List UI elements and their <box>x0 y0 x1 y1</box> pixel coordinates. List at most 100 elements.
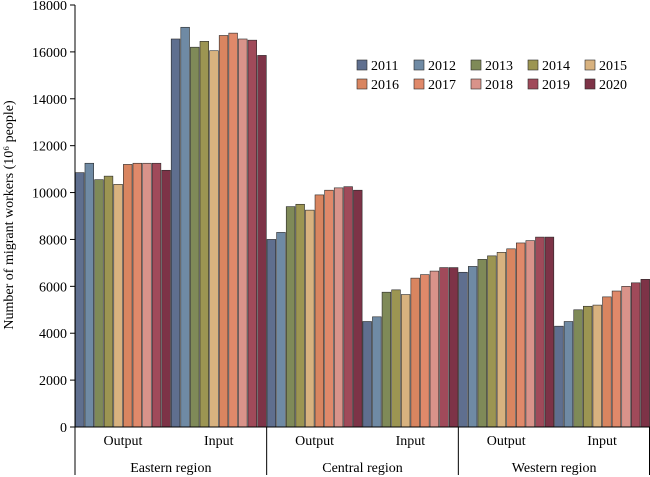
bar-2015-output <box>496 252 507 428</box>
bar-2020-input <box>257 55 267 428</box>
group-label: Western region <box>512 461 597 476</box>
bar-2011-input <box>554 325 564 428</box>
bar-2011-output <box>75 172 85 428</box>
bar-2015-output <box>305 209 315 428</box>
bar-2014-output <box>295 203 305 428</box>
bar-2020-output <box>161 169 171 428</box>
bar-2012-input <box>563 321 574 428</box>
legend-label: 2020 <box>599 78 627 93</box>
bar-2017-input <box>420 274 430 428</box>
y-tick-label: 6000 <box>39 280 67 295</box>
y-tick-label: 10000 <box>32 187 67 202</box>
bar-2017-input <box>611 290 622 428</box>
legend-swatch <box>413 59 425 71</box>
bar-2020-input <box>640 278 650 428</box>
bar-2016-input <box>218 35 229 428</box>
bar-2017-output <box>515 242 526 428</box>
y-tick-label: 2000 <box>39 374 67 389</box>
bar-2011-input <box>362 321 372 428</box>
legend-label: 2013 <box>485 59 513 74</box>
bar-2013-input <box>573 309 583 428</box>
legend-item-2014: 2014 <box>527 59 570 74</box>
legend-swatch <box>470 59 482 71</box>
bar-2011-input <box>170 38 181 428</box>
y-tick-label: 12000 <box>32 140 67 155</box>
bar-2014-output <box>103 175 114 428</box>
bar-2012-input <box>372 316 382 428</box>
category-label-output: Output <box>103 434 142 449</box>
category-label-input: Input <box>587 434 617 449</box>
legend-item-2015: 2015 <box>584 59 627 74</box>
category-label-input: Input <box>204 434 234 449</box>
legend-swatch <box>413 78 425 90</box>
bar-2011-output <box>458 271 468 428</box>
group-label: Eastern region <box>130 461 211 476</box>
bar-2017-output <box>324 189 334 428</box>
bar-2019-output <box>343 186 353 428</box>
axes <box>74 5 650 475</box>
bar-2012-output <box>467 266 478 428</box>
bar-2016-output <box>506 248 516 428</box>
legend-swatch <box>584 59 596 71</box>
bar-2014-input <box>199 41 209 428</box>
legend-item-2019: 2019 <box>527 78 570 93</box>
x-axis-labels: Output Input Output Input Output Input Eastern… <box>103 434 616 476</box>
bars <box>75 26 650 428</box>
bar-2016-input <box>410 277 420 428</box>
bar-2019-output <box>535 236 545 428</box>
bar-2018-input <box>238 38 248 428</box>
y-tick-label: 16000 <box>32 46 67 61</box>
bar-2019-input <box>247 39 257 428</box>
legend-label: 2017 <box>428 78 456 93</box>
bar-2015-input <box>400 294 411 428</box>
bar-2017-input <box>228 32 238 428</box>
legend-item-2020: 2020 <box>584 78 627 93</box>
legend-item-2018: 2018 <box>470 78 513 93</box>
bar-2018-input <box>429 270 440 428</box>
legend-label: 2011 <box>371 59 398 74</box>
bar-2012-output <box>84 162 94 428</box>
bar-2013-input <box>190 46 200 428</box>
legend-item-2013: 2013 <box>470 59 513 74</box>
bar-2014-input <box>583 305 593 428</box>
legend-label: 2018 <box>485 78 513 93</box>
legend-label: 2014 <box>542 59 570 74</box>
bar-2019-input <box>439 267 449 428</box>
bar-2013-output <box>285 206 296 428</box>
bar-2018-output <box>525 240 535 428</box>
bar-2015-output <box>113 184 123 428</box>
legend-swatch <box>356 59 368 71</box>
y-axis-title: Number of migrant workers (10⁶ people) <box>2 100 17 330</box>
bar-2016-output <box>123 164 133 428</box>
legend-item-2017: 2017 <box>413 78 456 93</box>
legend-label: 2015 <box>599 59 627 74</box>
legend-swatch <box>356 78 368 90</box>
bar-2013-input <box>381 291 392 428</box>
bar-2019-input <box>631 282 641 428</box>
bar-2012-input <box>180 26 190 428</box>
bar-2018-output <box>333 187 344 428</box>
bar-2016-output <box>314 194 325 428</box>
legend-label: 2012 <box>428 59 456 74</box>
legend-item-2012: 2012 <box>413 59 456 74</box>
bar-2020-input <box>448 267 459 428</box>
bar-2020-output <box>544 236 555 428</box>
group-label: Central region <box>322 461 402 476</box>
bar-2011-output <box>266 239 277 428</box>
y-tick-label: 0 <box>60 421 67 436</box>
bar-2020-output <box>353 189 363 428</box>
y-axis-ticks: 0 2000 4000 6000 8000 10000 12000 14000 16000 180… <box>32 0 75 436</box>
bar-2015-input <box>209 50 219 428</box>
bar-2016-input <box>602 296 612 428</box>
bar-2013-output <box>94 179 104 428</box>
y-tick-label: 18000 <box>32 0 67 14</box>
y-tick-label: 14000 <box>32 93 67 108</box>
legend-item-2011: 2011 <box>356 59 398 74</box>
bar-2017-output <box>132 162 142 428</box>
legend-label: 2019 <box>542 78 570 93</box>
bar-2018-input <box>621 286 631 428</box>
y-tick-label: 8000 <box>39 233 67 248</box>
legend-label: 2016 <box>371 78 399 93</box>
bar-2012-output <box>276 232 286 428</box>
